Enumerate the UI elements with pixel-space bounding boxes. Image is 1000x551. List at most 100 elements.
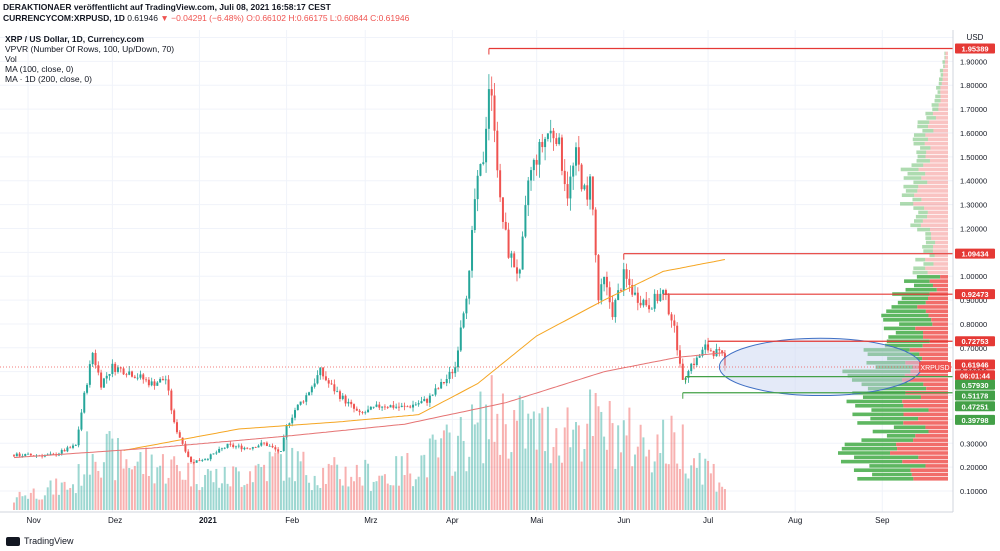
price-label-box [955, 379, 995, 390]
volume-bar [358, 477, 361, 510]
legend-ma100[interactable]: MA (100, close, 0) [5, 64, 74, 74]
footer-brand[interactable]: TradingView [24, 536, 74, 546]
candle-body [116, 367, 119, 372]
volume-bar [161, 454, 164, 510]
vpvr-row-up [884, 343, 923, 348]
volume-bar [285, 438, 288, 510]
vpvr-row-down [890, 451, 948, 455]
legend-ma200[interactable]: MA · 1D (200, close, 0) [5, 74, 92, 84]
candle-body [462, 313, 465, 328]
candle-body [114, 363, 117, 372]
x-tick-label: Aug [788, 516, 802, 525]
candle-body [167, 379, 170, 391]
vpvr-row-up [935, 94, 941, 99]
volume-bar [173, 456, 176, 510]
volume-bar [341, 485, 344, 510]
candle-body [440, 382, 443, 389]
volume-bar [353, 481, 356, 510]
vpvr-row-down [917, 305, 948, 309]
vpvr-row-up [854, 455, 919, 460]
vpvr-row-down [923, 382, 948, 387]
volume-bar [66, 489, 69, 510]
volume-bar [150, 454, 153, 510]
vpvr-row-up [855, 403, 904, 408]
candle-body [572, 165, 575, 177]
vpvr-row-down [933, 262, 948, 266]
candle-body [566, 184, 569, 199]
candle-body [487, 89, 490, 129]
volume-bar [223, 466, 226, 510]
candle-body [656, 293, 659, 301]
vpvr-row-down [918, 455, 948, 460]
vpvr-row-down [940, 90, 948, 94]
candle-body [336, 391, 339, 393]
legend-vpvr[interactable]: VPVR (Number Of Rows, 100, Up/Down, 70) [5, 44, 175, 54]
candle-body [437, 388, 440, 390]
vpvr-row-down [923, 335, 948, 339]
vpvr-row-up [853, 468, 911, 473]
volume-bar [544, 451, 547, 510]
volume-bar [566, 407, 569, 510]
volume-bar [386, 483, 389, 510]
candle-body [285, 425, 288, 438]
volume-bar [642, 437, 645, 510]
legend-title[interactable]: XRP / US Dollar, 1D, Currency.com [5, 34, 145, 44]
vpvr-row-up [900, 167, 919, 172]
volume-bar [355, 464, 358, 510]
candle-body [392, 405, 395, 408]
y-tick-label: 1.90000 [960, 57, 987, 66]
price-label-box [955, 43, 995, 54]
vpvr-row-up [925, 111, 933, 116]
vpvr-row-up [872, 429, 929, 434]
vpvr-row-up [857, 421, 904, 425]
price-label-box [955, 401, 995, 412]
volume-bar [634, 454, 637, 510]
volume-bar [319, 487, 322, 510]
candle-body [535, 159, 538, 165]
candle-body [305, 395, 308, 402]
volume-bar [662, 419, 665, 510]
candle-body [257, 445, 260, 448]
vpvr-row-up [857, 476, 914, 481]
vpvr-row-up [918, 210, 928, 215]
candle-body [316, 375, 319, 384]
vpvr-row-up [888, 335, 924, 339]
tradingview-logo-icon [6, 536, 20, 546]
candle-body [605, 276, 608, 288]
y-tick-label: 1.80000 [960, 81, 987, 90]
vpvr-row-down [932, 283, 948, 288]
volume-bar [723, 489, 726, 510]
candle-body [327, 380, 330, 384]
candle-body [490, 89, 493, 96]
volume-bar [133, 465, 136, 510]
candle-body [294, 410, 296, 418]
candle-body [80, 412, 83, 430]
candle-body [240, 445, 243, 450]
volume-bar [546, 406, 549, 510]
vpvr-row-up [901, 193, 915, 198]
volume-bar [456, 435, 459, 510]
volume-bar [178, 471, 181, 510]
volume-bar [310, 490, 313, 510]
footer: TradingView [0, 531, 1000, 551]
volume-bar [72, 484, 75, 510]
candle-body [600, 284, 603, 301]
candle-body [527, 180, 530, 206]
volume-bar [715, 491, 718, 510]
vpvr-row-up [925, 240, 936, 245]
volume-bar [220, 483, 223, 510]
volume-bar [249, 471, 252, 510]
volume-bar [673, 432, 676, 510]
x-tick-label: Apr [446, 516, 459, 525]
legend-vol[interactable]: Vol [5, 54, 17, 64]
volume-bar [294, 481, 296, 510]
volume-bar [493, 441, 496, 510]
volume-bar [327, 463, 330, 510]
vpvr-row-down [925, 464, 948, 468]
volume-bar [274, 452, 277, 510]
candle-body [417, 403, 420, 405]
vpvr-row-down [922, 343, 948, 348]
vpvr-row-down [909, 348, 948, 352]
y-tick-label: 0.80000 [960, 320, 987, 329]
